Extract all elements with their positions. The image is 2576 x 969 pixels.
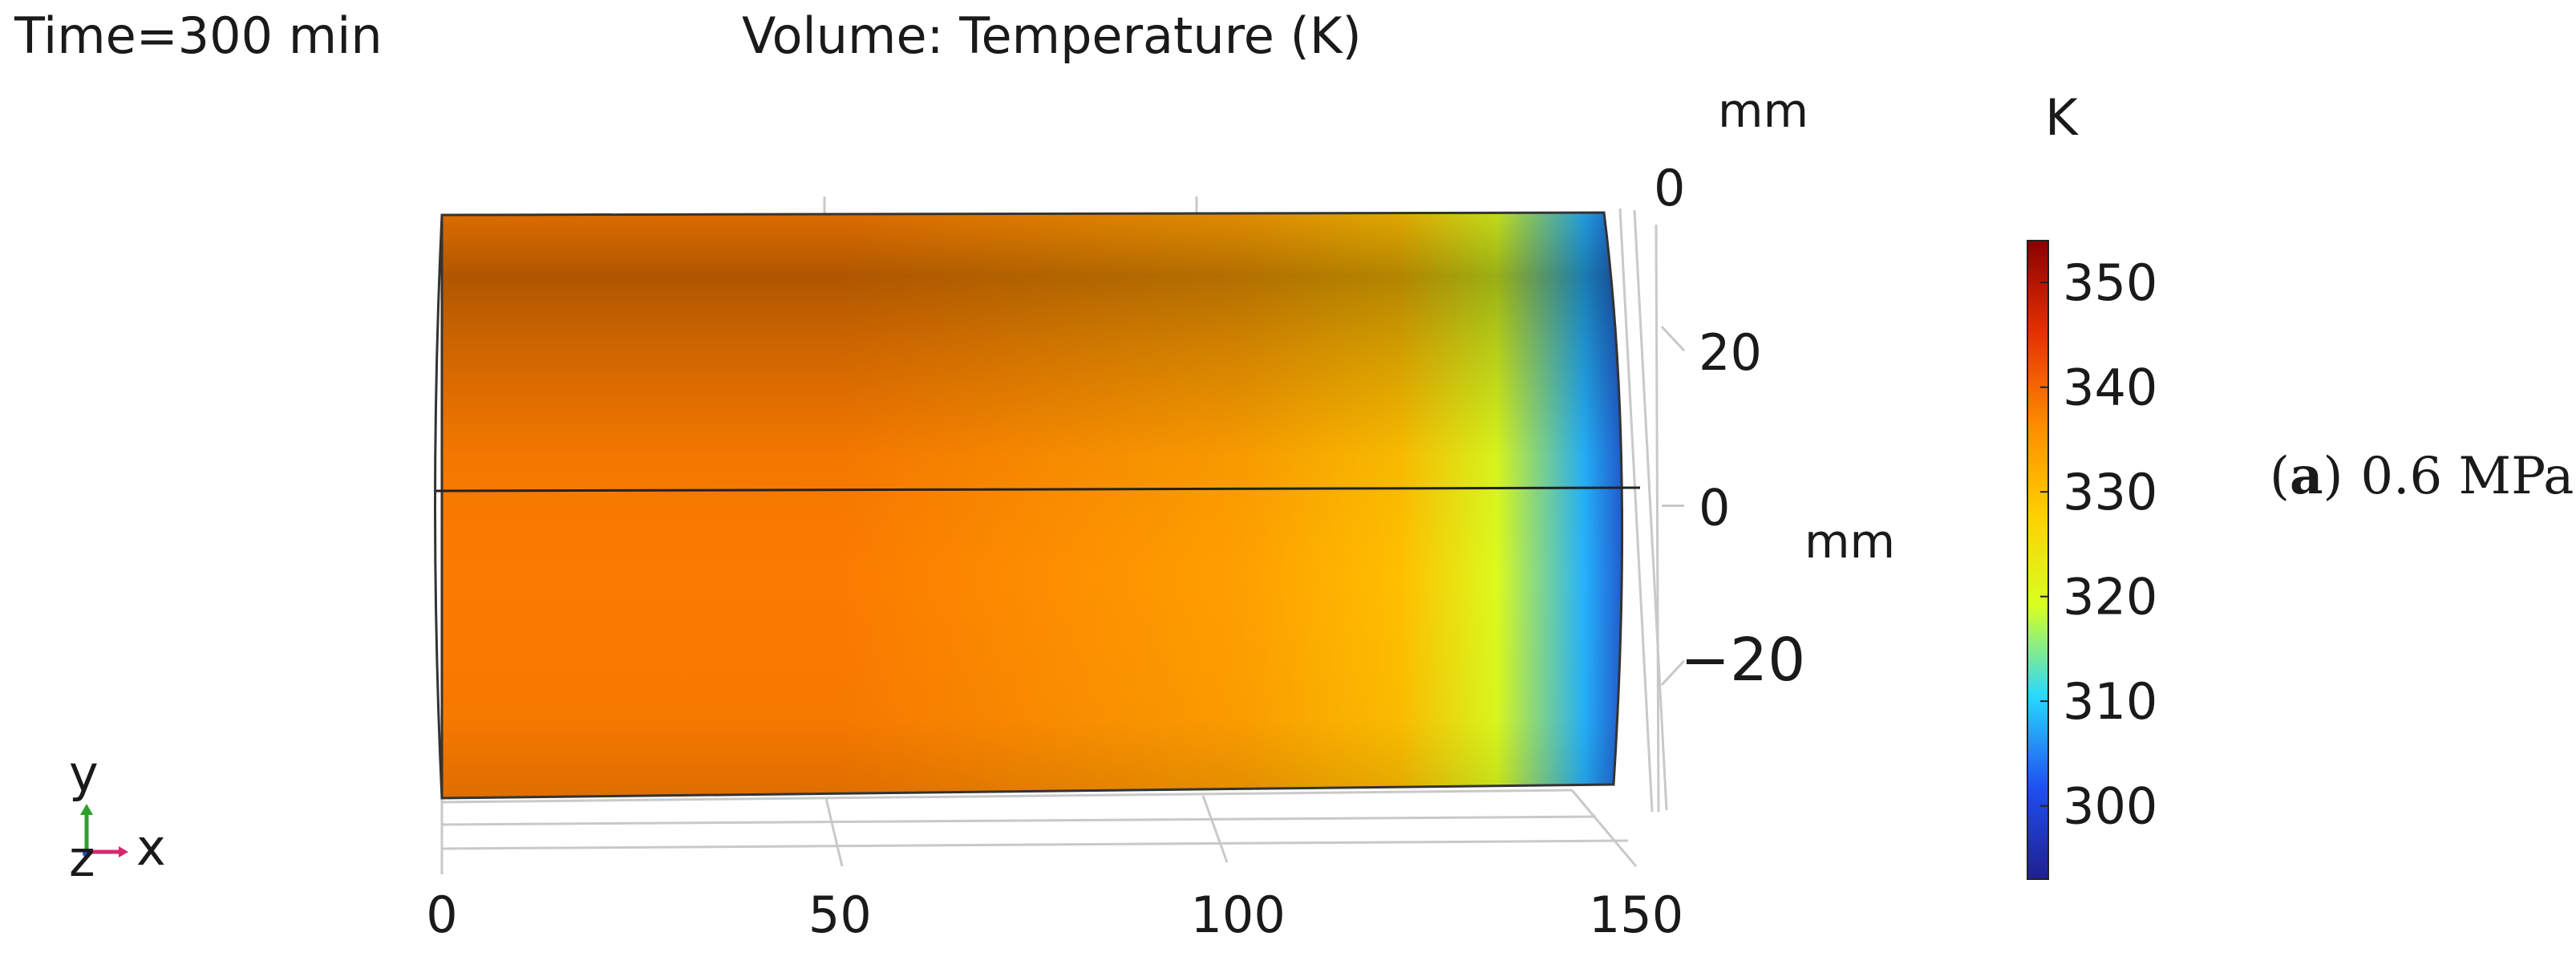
y-tick-mark	[1660, 326, 1686, 352]
colorbar	[2027, 240, 2049, 880]
triad-z-label: z	[69, 829, 95, 888]
colorbar-tick-label: 340	[2063, 359, 2157, 417]
colorbar-tick-label: 320	[2063, 568, 2157, 626]
cylinder-center-line	[435, 486, 1641, 493]
triad-y-arrowhead	[80, 804, 93, 815]
x-tick-label: 100	[1190, 886, 1285, 944]
z-tick-label: 0	[1654, 159, 1685, 217]
y-tick-label: −20	[1680, 626, 1805, 695]
panel-paren-open: (	[2270, 447, 2290, 506]
cylinder-shading	[442, 213, 1622, 798]
cylinder-end-cap-edge	[434, 214, 444, 799]
x-tick-label: 150	[1589, 886, 1683, 944]
triad-x-label: x	[136, 818, 166, 877]
z-axis-ticks: 0	[1654, 159, 1685, 217]
x-tick-label: 0	[426, 886, 457, 944]
colorbar-tick-label: 310	[2063, 672, 2157, 731]
z-axis-unit-label: mm	[1718, 83, 1808, 138]
axis-triad: y z x	[69, 744, 166, 888]
y-axis-ticks: 20 0 −20	[1660, 323, 1805, 695]
panel-pressure: 0.6 MPa	[2360, 447, 2574, 506]
colorbar-unit-label: K	[2045, 88, 2079, 147]
panel-paren-close: )	[2323, 447, 2343, 506]
y-tick-label: 0	[1699, 479, 1730, 537]
panel-letter: a	[2290, 446, 2323, 506]
colorbar-ticks: 350 340 330 320 310 300	[2040, 253, 2157, 836]
colorbar-tick-label: 350	[2063, 253, 2157, 312]
time-label: Time=300 min	[14, 6, 383, 65]
plot-title: Volume: Temperature (K)	[742, 6, 1362, 65]
colorbar-tick-label: 300	[2063, 777, 2157, 836]
panel-label: (a) 0.6 MPa	[2270, 446, 2574, 506]
triad-x-arrowhead	[119, 846, 128, 858]
grid-lines	[440, 197, 1668, 874]
x-axis-ticks: 0 50 100 150	[426, 886, 1683, 944]
y-tick-mark	[1660, 659, 1686, 686]
y-tick-label: 20	[1699, 323, 1762, 382]
y-axis-unit-label: mm	[1804, 514, 1895, 569]
triad-z-point	[83, 849, 91, 858]
triad-y-label: y	[69, 744, 99, 803]
colorbar-tick-label: 330	[2063, 463, 2157, 521]
x-tick-label: 50	[808, 886, 872, 944]
